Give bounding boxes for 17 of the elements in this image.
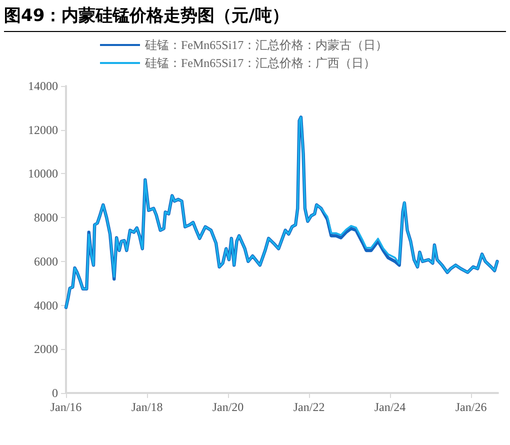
y-tick-label: 8000 [34, 210, 58, 225]
legend-label: 硅锰：FeMn65Si17：汇总价格：广西（日） [144, 56, 376, 70]
y-tick-label: 12000 [28, 122, 58, 137]
y-tick-label: 14000 [28, 79, 58, 93]
x-tick-label: Jan/20 [212, 400, 244, 414]
x-tick-label: Jan/18 [131, 400, 163, 414]
x-tick-label: Jan/26 [455, 400, 487, 414]
legend-label: 硅锰：FeMn65Si17：汇总价格：内蒙古（日） [144, 38, 388, 52]
y-tick-label: 6000 [34, 254, 58, 268]
x-tick-label: Jan/22 [293, 400, 325, 414]
y-tick-label: 2000 [34, 342, 58, 356]
x-tick-label: Jan/16 [50, 400, 82, 414]
y-tick-label: 4000 [34, 298, 58, 312]
y-tick-label: 10000 [28, 166, 58, 181]
y-tick-label: 0 [52, 386, 58, 400]
x-tick-label: Jan/24 [374, 400, 406, 414]
chart-title: 图49：内蒙硅锰价格走势图（元/吨） [4, 4, 506, 32]
